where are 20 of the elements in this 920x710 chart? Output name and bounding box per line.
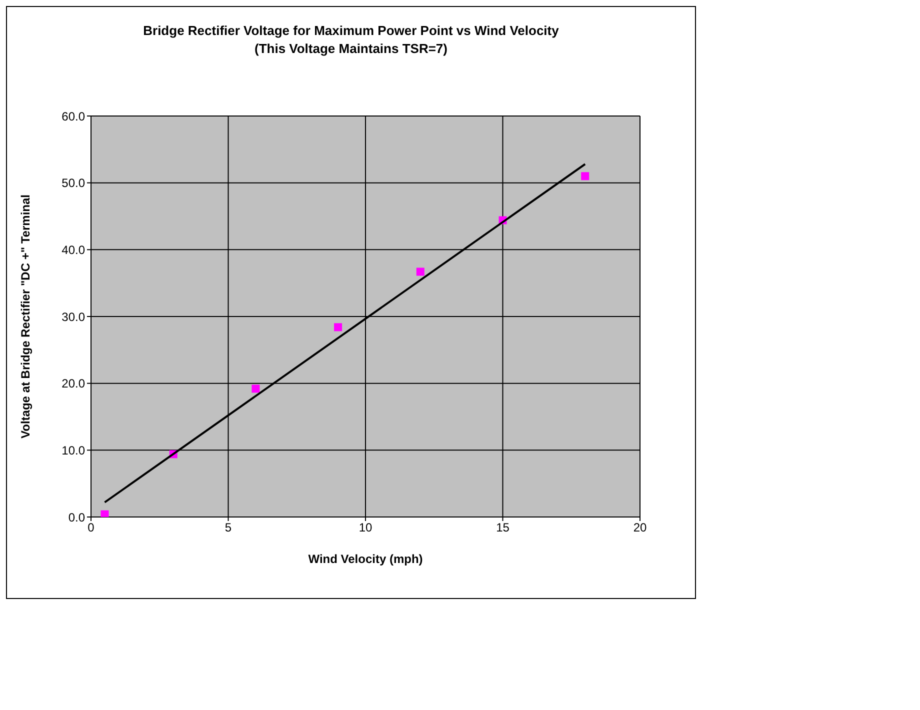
y-tick-label: 0.0 — [68, 510, 86, 524]
x-tick-label: 20 — [633, 520, 647, 535]
point — [334, 323, 342, 332]
y-tick-label: 20.0 — [62, 376, 86, 391]
x-axis-title: Wind Velocity (mph) — [308, 552, 423, 566]
chart-title: Bridge Rectifier Voltage for Maximum Power Point vs Wind Velocity (This Voltage Maintains TSR=7) — [142, 22, 560, 58]
point — [416, 268, 424, 276]
y-tick-label: 40.0 — [62, 242, 86, 257]
y-tick-label: 60.0 — [62, 109, 86, 124]
x-tick-label: 0 — [88, 520, 95, 535]
point — [581, 172, 590, 180]
point — [100, 510, 109, 517]
x-tick-label: 15 — [496, 520, 510, 535]
x-tick-label: 5 — [224, 520, 232, 535]
y-axis-title: Voltage at Bridge Rectifier "DC +" Terminal — [18, 194, 32, 438]
y-tick-label: 50.0 — [62, 176, 86, 190]
y-tick-label: 30.0 — [62, 310, 86, 324]
y-tick-label: 10.0 — [62, 443, 86, 458]
point — [252, 384, 260, 393]
x-tick-label: 10 — [358, 520, 372, 535]
